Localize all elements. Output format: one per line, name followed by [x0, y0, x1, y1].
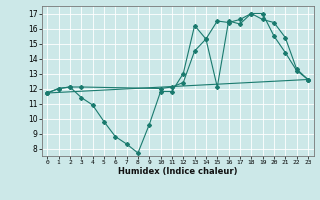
X-axis label: Humidex (Indice chaleur): Humidex (Indice chaleur) [118, 167, 237, 176]
